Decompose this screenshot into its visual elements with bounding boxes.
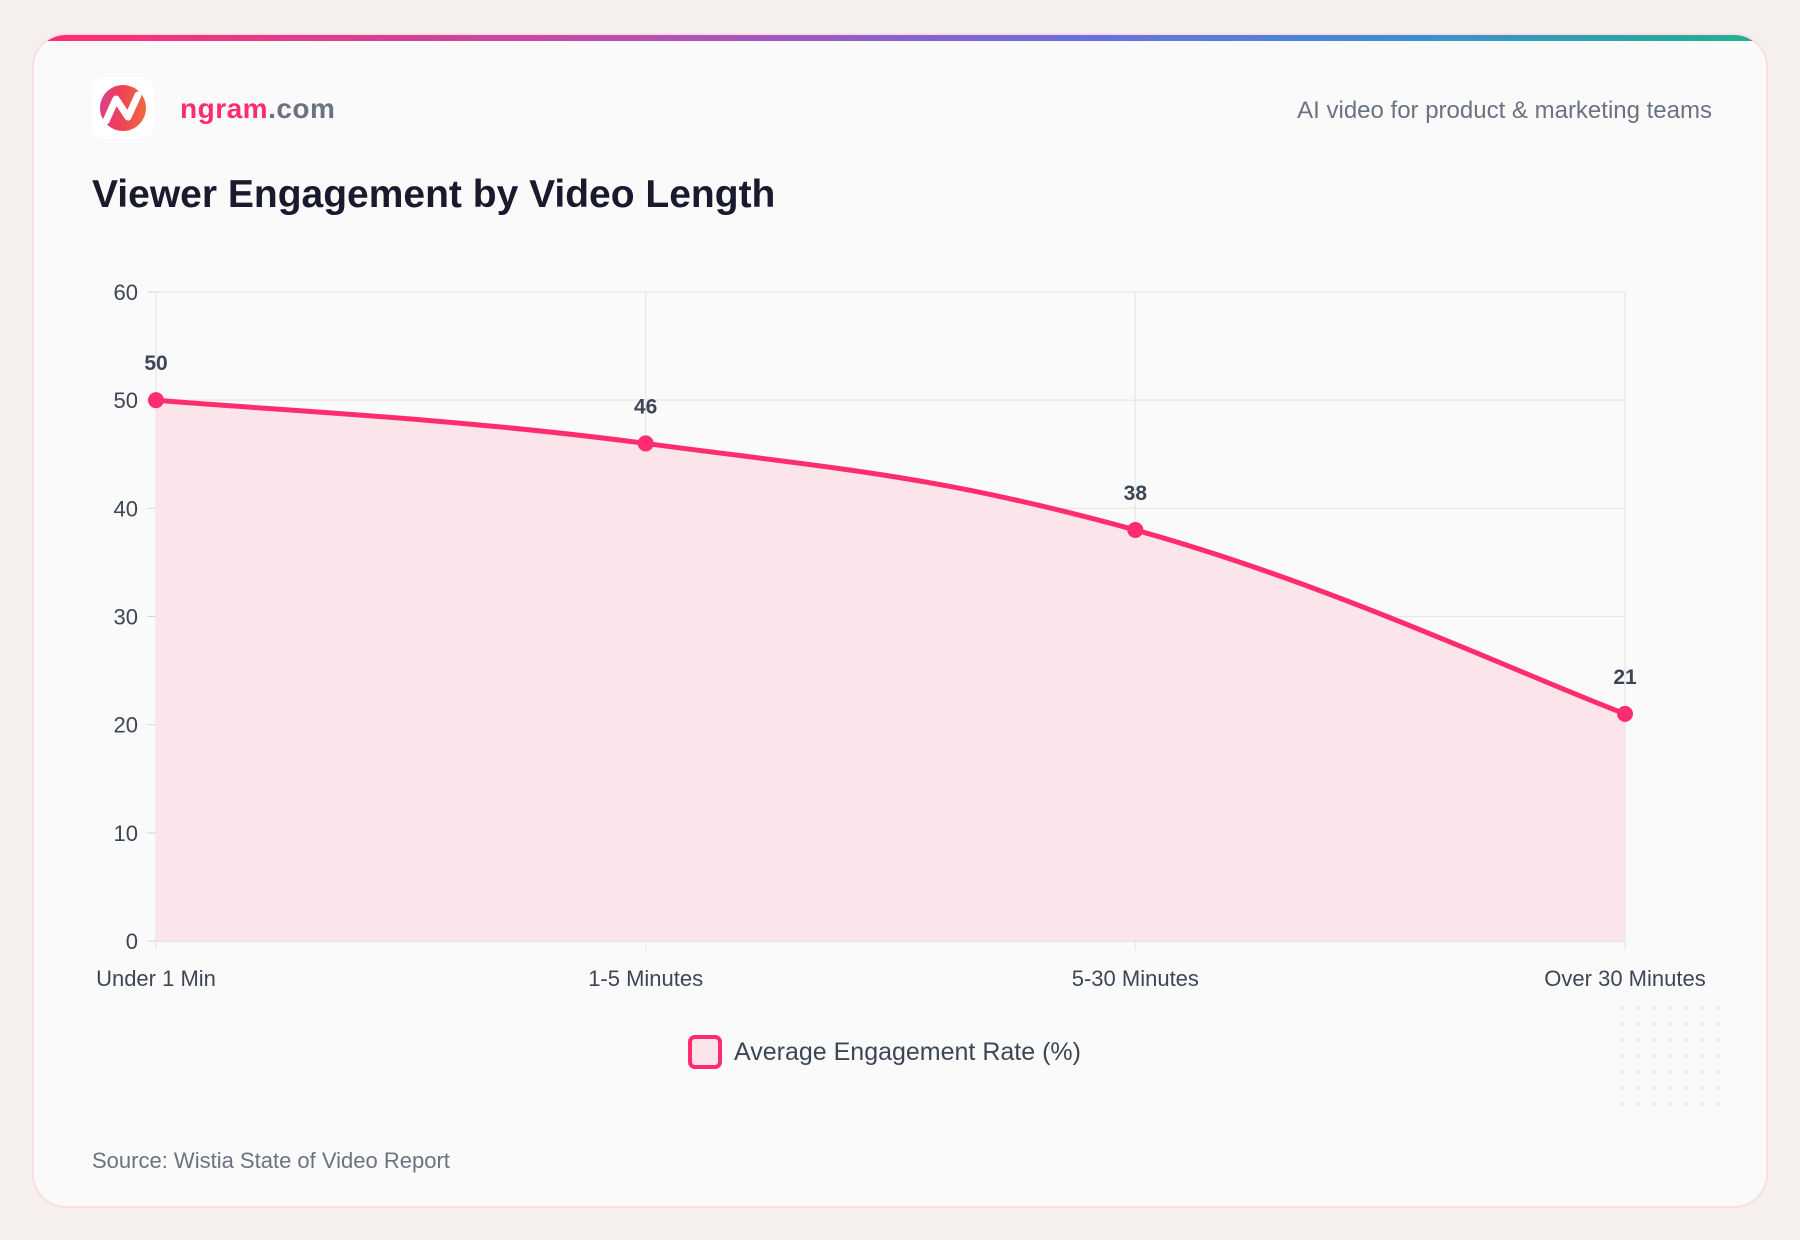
x-tick-label: Over 30 Minutes: [1544, 966, 1705, 991]
y-tick-label: 40: [114, 496, 138, 521]
data-label: 21: [1613, 666, 1637, 689]
data-point: [1127, 521, 1144, 538]
y-tick-label: 30: [114, 605, 138, 630]
data-point: [637, 435, 654, 452]
source-note: Source: Wistia State of Video Report: [92, 1148, 450, 1173]
legend[interactable]: Average Engagement Rate (%): [688, 1035, 1081, 1069]
ngram-logo-icon: [92, 77, 154, 139]
y-tick-label: 0: [126, 929, 138, 954]
dot-pattern-decoration: [1614, 1000, 1730, 1115]
legend-swatch: [688, 1035, 722, 1069]
y-tick-label: 50: [114, 388, 138, 413]
line-chart: 0 10 20 30 40 50 60 Under 1 Min 1-5 Minutes 5-30 …: [96, 280, 1706, 991]
x-tick-label: 5-30 Minutes: [1072, 966, 1199, 991]
series-line: [155, 397, 1626, 717]
data-label: 38: [1124, 482, 1148, 505]
y-tick-label: 60: [114, 280, 138, 305]
gradient-top-bar: [34, 35, 1766, 41]
data-label: 46: [634, 395, 657, 418]
y-tick-label: 10: [114, 821, 138, 846]
tagline: AI video for product & marketing teams: [1297, 97, 1712, 124]
area-fill: [156, 400, 1625, 942]
x-tick-label: Under 1 Min: [96, 966, 216, 991]
brand-name-domain: .com: [268, 93, 336, 124]
chart-card: ngram.com AI video for product & marketi…: [32, 33, 1768, 1208]
y-tick-label: 20: [114, 713, 138, 738]
data-point: [148, 392, 164, 409]
chart-title: Viewer Engagement by Video Length: [92, 173, 776, 216]
x-tick-label: 1-5 Minutes: [588, 966, 703, 991]
data-label: 50: [144, 352, 167, 375]
data-point: [1617, 705, 1633, 722]
legend-label: Average Engagement Rate (%): [734, 1037, 1081, 1066]
brand-name-accent: ngram: [180, 93, 269, 124]
brand-name[interactable]: ngram.com: [180, 93, 335, 125]
